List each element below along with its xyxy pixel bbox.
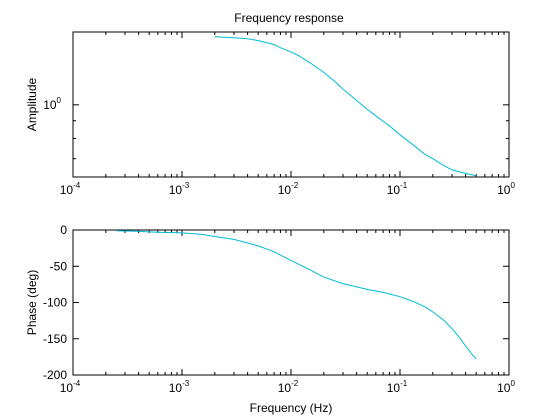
x-tick-label: 10-3 [169,181,190,197]
x-axis-label: Frequency (Hz) [250,401,333,415]
y-tick-label: 0 [60,223,67,237]
phase-panel: 10-4 10-3 10-2 10-1 100 0 -50 -100 -150 -200 Phase… [25,223,515,415]
x-tick-label: 10-4 [60,379,81,395]
y-tick-label: -150 [43,332,67,346]
x-tick-label: 100 [497,181,515,197]
y-axis-label: Amplitude [25,78,39,132]
x-tick-label: 10-4 [60,181,81,197]
figure-title: Frequency response [234,11,344,25]
axes-box [72,229,510,376]
x-tick-label: 100 [497,379,515,395]
axes-box [72,31,510,178]
amplitude-panel: 10-4 10-3 10-2 10-1 100 100 Amplitude [25,31,515,197]
y-tick-label: -50 [50,259,68,273]
y-tick-label: -100 [43,296,67,310]
y-axis-label: Phase (deg) [25,270,39,335]
phase-plot-line [116,230,477,360]
amplitude-plot-line [214,36,477,177]
y-tick-label: -200 [43,368,67,382]
x-tick-label: 10-3 [169,379,190,395]
x-tick-label: 10-2 [278,379,299,395]
x-tick-label: 10-2 [278,181,299,197]
x-tick-label: 10-1 [387,181,408,197]
y-tick-label: 100 [43,96,61,112]
x-tick-label: 10-1 [387,379,408,395]
